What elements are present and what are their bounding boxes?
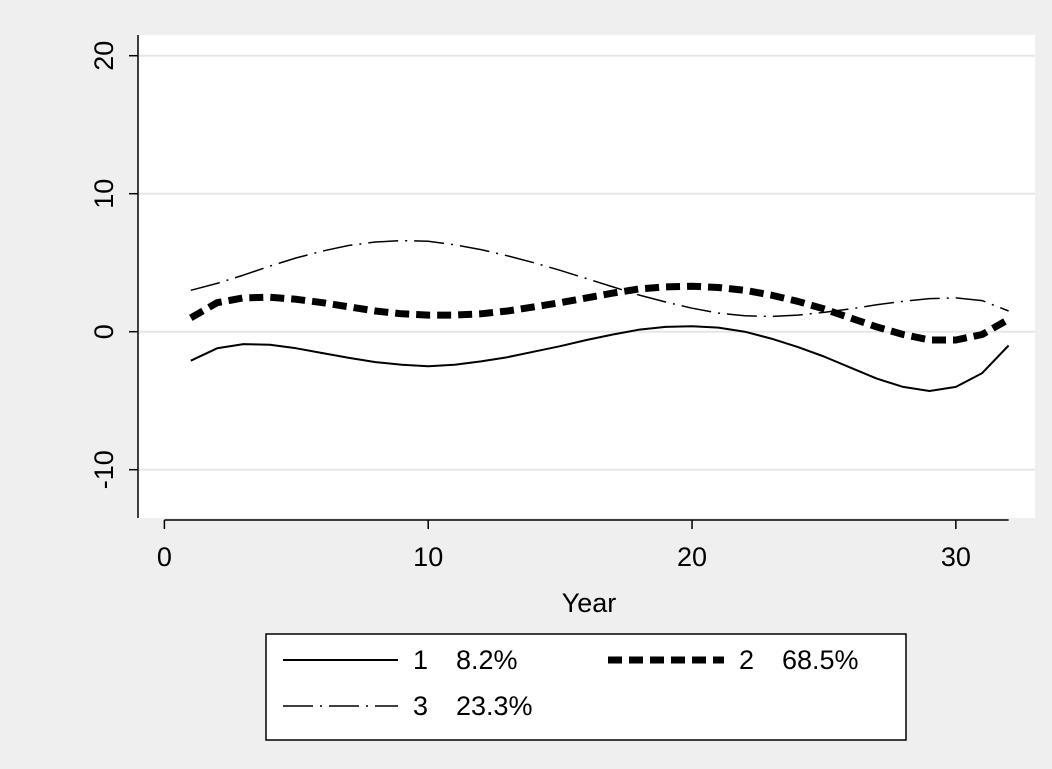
- x-tick-label: 0: [157, 542, 172, 572]
- legend-series-share: 8.2%: [456, 645, 518, 675]
- series-line-1: [190, 325, 1010, 392]
- series-line-3: [190, 239, 1009, 318]
- tick-labels: -10 0 10 20 0 10 20 30: [89, 41, 971, 572]
- y-tick-label: 0: [89, 324, 119, 339]
- y-tick-label: 20: [89, 41, 119, 71]
- legend: 1 8.2% 2 68.5% 3 23.3%: [265, 633, 907, 741]
- x-tick-label: 30: [941, 542, 971, 572]
- x-tick-label: 20: [677, 542, 707, 572]
- legend-series-share: 68.5%: [782, 645, 859, 675]
- series-line-2: [189, 282, 1011, 344]
- axes: [129, 35, 1009, 529]
- x-tick-label: 10: [413, 542, 443, 572]
- y-tick-label: 10: [89, 179, 119, 209]
- x-axis-title: Year: [562, 588, 617, 618]
- legend-box: [265, 633, 907, 741]
- legend-series-share: 23.3%: [456, 691, 533, 721]
- series-lines: [189, 239, 1011, 392]
- y-tick-label: -10: [89, 450, 119, 489]
- legend-series-name: 1: [413, 645, 428, 675]
- legend-series-name: 2: [739, 645, 754, 675]
- plot-area: [138, 35, 1035, 518]
- legend-series-name: 3: [413, 691, 428, 721]
- grid-lines: [138, 54, 1035, 471]
